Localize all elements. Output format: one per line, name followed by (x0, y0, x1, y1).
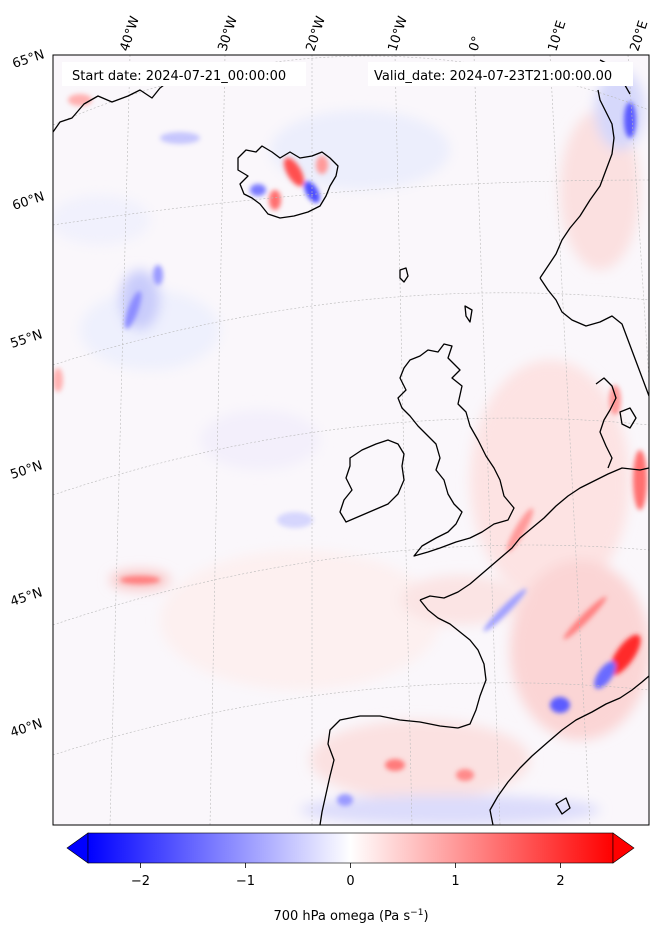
colorbar-ticks: −2 −1 0 1 2 (131, 863, 565, 889)
lon-label-20e: 20°E (628, 19, 652, 53)
lon-label-10w: 10°W (386, 14, 411, 53)
lat-label-45n: 45°N (9, 585, 45, 609)
lat-label-40n: 40°N (9, 716, 45, 740)
colorbar-body (87, 832, 614, 864)
latitude-labels: 65°N 60°N 55°N 50°N 45°N 40°N (9, 47, 47, 740)
lon-label-10e: 10°E (546, 19, 570, 53)
lon-label-40w: 40°W (118, 14, 143, 53)
colorbar-label: 700 hPa omega (Pa s−1) (273, 908, 428, 924)
longitude-labels: 40°W 30°W 20°W 10°W 0° 10°E 20°E (118, 14, 652, 53)
colorbar-right-extend (612, 832, 635, 864)
colorbar-tick-label: −1 (236, 874, 255, 889)
lon-label-20w: 20°W (304, 14, 329, 53)
colorbar-tick-label: 1 (451, 874, 459, 889)
colorbar-label-close: ) (423, 909, 428, 924)
lon-label-0: 0° (467, 35, 486, 54)
graticule (53, 55, 649, 825)
colorbar-tick-label: 0 (346, 874, 354, 889)
coast-greenland (53, 81, 169, 133)
colorbar-tick-label: −2 (131, 874, 150, 889)
map-frame (52, 54, 650, 826)
lat-label-55n: 55°N (9, 327, 45, 351)
lat-label-60n: 60°N (11, 189, 47, 213)
coast-iceland (237, 145, 339, 219)
omega-strong-features (53, 94, 647, 806)
start-date-box (62, 62, 306, 86)
coast-ireland (339, 439, 405, 523)
coast-norway (539, 89, 615, 279)
lat-label-65n: 65°N (11, 47, 47, 71)
coast-great-britain (397, 343, 515, 557)
valid-date-label: Valid_date: 2024-07-23T21:00:00.00 (374, 69, 612, 84)
coast-iberia (319, 715, 459, 825)
colorbar: −2 −1 0 1 2 700 hPa omega (Pa s−1) (66, 832, 635, 924)
lon-label-30w: 30°W (216, 14, 241, 53)
coast-denmark (595, 377, 617, 469)
coast-france (419, 467, 649, 601)
colorbar-left-extend (66, 832, 89, 864)
map-panel (53, 55, 649, 825)
omega-field (53, 70, 649, 825)
start-date-label: Start date: 2024-07-21_00:00:00 (72, 69, 286, 84)
valid-date-box (368, 62, 633, 86)
colorbar-label-exponent: −1 (410, 908, 423, 918)
lat-label-50n: 50°N (9, 458, 45, 482)
colorbar-tick-label: 2 (556, 874, 564, 889)
